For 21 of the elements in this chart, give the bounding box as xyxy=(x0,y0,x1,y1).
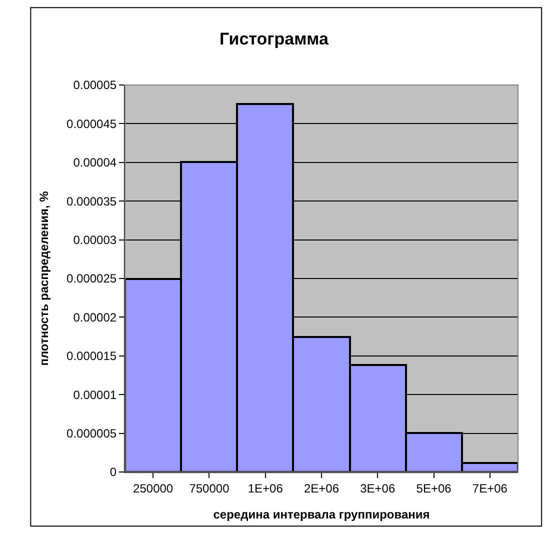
y-tick-label: 0.00002 xyxy=(73,310,117,324)
y-tick-label: 0.000045 xyxy=(66,116,117,131)
x-tick-label: 750000 xyxy=(189,481,230,496)
x-tick-label: 3E+06 xyxy=(360,481,396,496)
chart-title: Гистограмма xyxy=(220,29,329,48)
x-tick-label: 7E+06 xyxy=(472,481,508,496)
y-tick-label: 0.000035 xyxy=(66,194,117,208)
y-tick-label: 0.00003 xyxy=(73,233,117,247)
x-tick-label: 2E+06 xyxy=(304,481,340,496)
x-tick-label: 1E+06 xyxy=(248,481,284,496)
x-tick-label: 250000 xyxy=(133,481,174,496)
x-axis-title: середина интервала группирования xyxy=(213,507,430,522)
y-tick-label: 0.000015 xyxy=(66,349,117,364)
y-tick-label: 0.000025 xyxy=(66,272,117,286)
y-tick-label: 0.00005 xyxy=(73,78,117,92)
y-tick-label: 0.00004 xyxy=(73,156,117,170)
y-axis-title: плотность распределения, % xyxy=(36,190,51,366)
y-tick-label: 0 xyxy=(110,465,117,480)
y-tick-label: 0.000005 xyxy=(66,426,117,440)
x-tick-label: 5E+06 xyxy=(416,481,452,496)
y-tick-label: 0.00001 xyxy=(73,388,117,402)
